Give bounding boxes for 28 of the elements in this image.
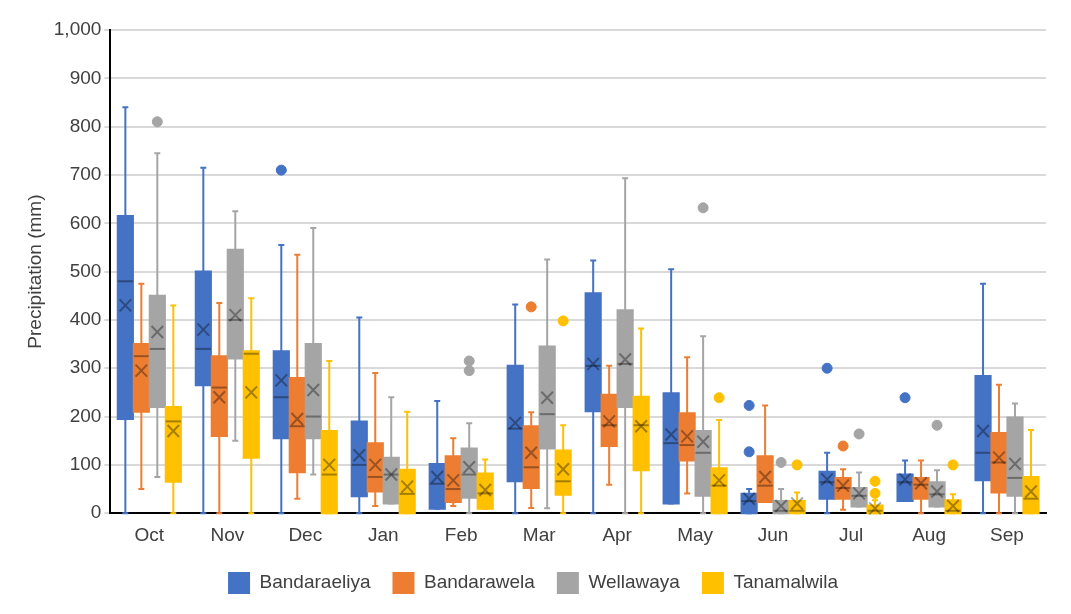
x-tick-label: Aug [912,523,946,545]
legend-label: Bandaraeliya [259,571,371,593]
y-tick-label: 900 [69,66,102,88]
legend-label: Wellawaya [588,571,681,593]
y-tick-label: 800 [69,114,102,136]
y-tick-label: 700 [69,163,102,185]
x-tick-label: Feb [444,523,478,545]
x-tick-label: May [677,523,714,545]
y-tick-label: 500 [69,259,102,281]
legend-label: Bandarawela [423,571,536,593]
x-tick-label: Mar [522,523,557,545]
x-tick-label: Jan [367,523,399,545]
y-tick-label: 100 [69,453,102,475]
x-tick-label: Jun [757,523,789,545]
x-tick-label: Sep [990,523,1024,545]
y-tick-label: 200 [69,404,102,426]
x-tick-label: Oct [134,523,165,545]
y-tick-label: 1,000 [53,18,102,40]
x-tick-label: Jul [838,523,864,545]
y-tick-label: 300 [69,356,102,378]
y-axis-title: Precipitation (mm) [23,194,45,349]
x-tick-label: Dec [288,523,323,545]
x-tick-label: Apr [602,523,633,545]
y-tick-label: 0 [90,501,102,523]
x-tick-label: Nov [210,523,245,545]
legend-label: Tanamalwila [733,571,839,593]
y-tick-label: 600 [69,211,102,233]
y-tick-label: 400 [69,308,102,330]
